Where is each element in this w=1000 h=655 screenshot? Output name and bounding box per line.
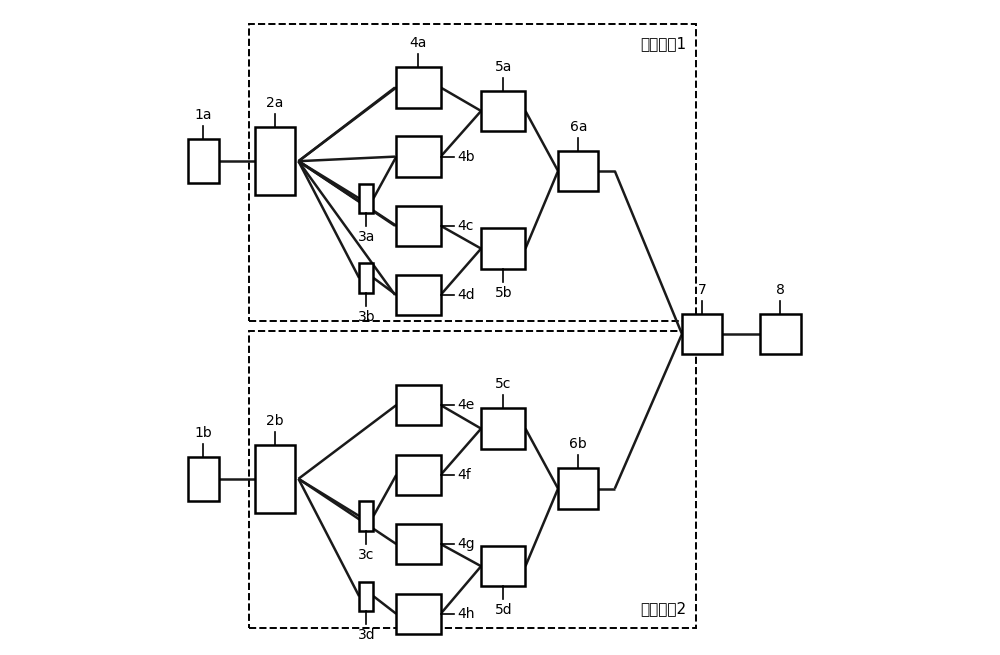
Text: 6b: 6b <box>569 438 587 451</box>
Bar <box>396 524 441 564</box>
Bar <box>359 183 373 213</box>
Bar <box>255 127 295 195</box>
Bar <box>481 229 525 269</box>
Bar <box>188 457 219 501</box>
Text: 4e: 4e <box>458 398 475 412</box>
Bar <box>481 408 525 449</box>
Bar <box>396 206 441 246</box>
Text: 4d: 4d <box>458 288 475 302</box>
Text: 4h: 4h <box>458 607 475 621</box>
Text: 2a: 2a <box>266 96 284 110</box>
Text: 5b: 5b <box>494 286 512 300</box>
Bar <box>396 67 441 107</box>
Bar <box>760 314 801 354</box>
Bar <box>396 136 441 177</box>
Text: 4c: 4c <box>458 219 474 233</box>
Bar <box>396 274 441 315</box>
Text: 3b: 3b <box>357 310 375 324</box>
Bar <box>558 151 598 191</box>
Text: 7: 7 <box>698 283 707 297</box>
Bar <box>682 314 722 354</box>
Text: 1a: 1a <box>194 108 212 122</box>
Bar <box>188 139 219 183</box>
Text: 5d: 5d <box>494 603 512 618</box>
Text: 调制模块1: 调制模块1 <box>640 36 686 51</box>
Bar <box>249 24 696 321</box>
Text: 4f: 4f <box>458 468 471 482</box>
Bar <box>359 582 373 611</box>
Bar <box>396 385 441 425</box>
Bar <box>558 468 598 509</box>
Text: 4a: 4a <box>410 36 427 50</box>
Text: 1b: 1b <box>194 426 212 440</box>
Bar <box>481 546 525 586</box>
Text: 4g: 4g <box>458 537 475 551</box>
Bar <box>396 593 441 634</box>
Bar <box>481 91 525 131</box>
Text: 6a: 6a <box>570 120 587 134</box>
Text: 2b: 2b <box>266 413 284 428</box>
Text: 3d: 3d <box>357 628 375 642</box>
Text: 5a: 5a <box>495 60 512 74</box>
Bar <box>249 331 696 627</box>
Bar <box>396 455 441 495</box>
Text: 8: 8 <box>776 283 785 297</box>
Bar <box>359 501 373 531</box>
Text: 3a: 3a <box>358 230 375 244</box>
Bar <box>255 445 295 513</box>
Text: 4b: 4b <box>458 149 475 164</box>
Text: 5c: 5c <box>495 377 511 392</box>
Text: 调制模块2: 调制模块2 <box>640 601 686 616</box>
Text: 3c: 3c <box>358 548 374 561</box>
Bar <box>359 263 373 293</box>
